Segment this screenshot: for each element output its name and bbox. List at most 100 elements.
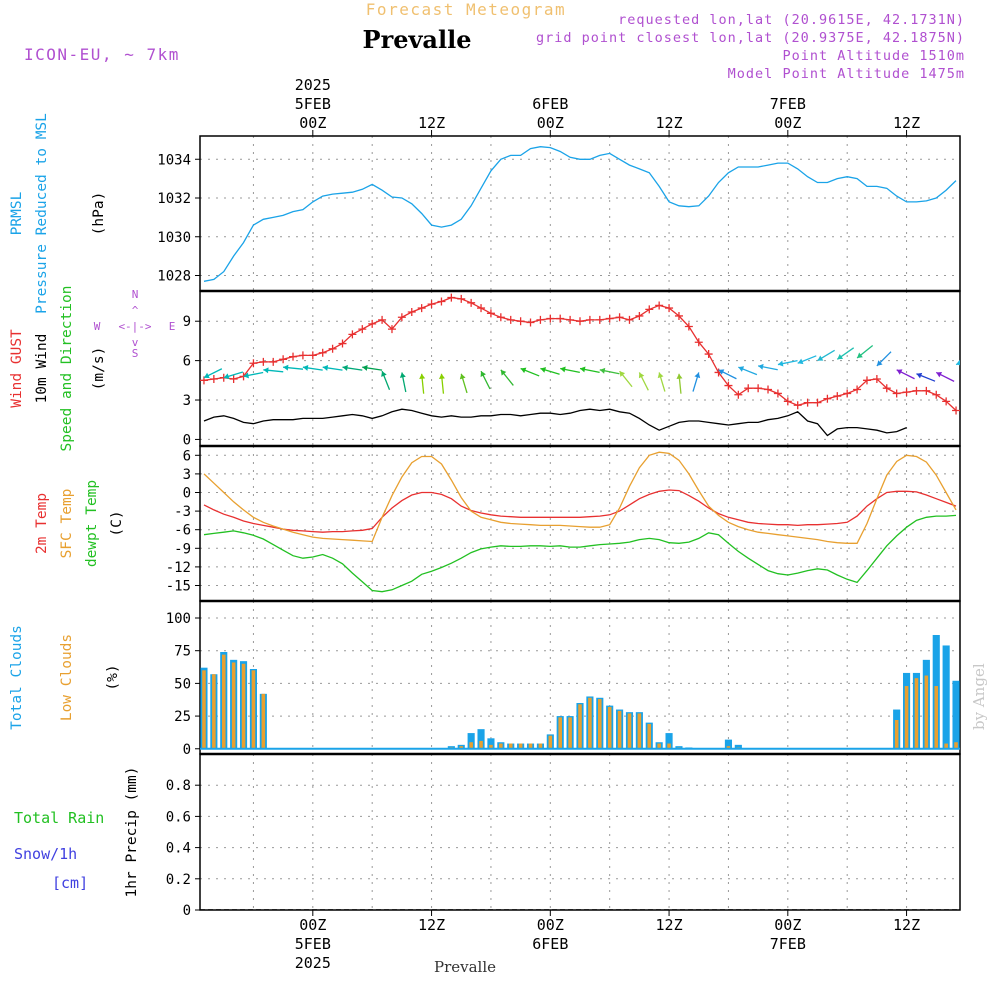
time-label: 00Z: [299, 114, 326, 132]
gust-marker: [209, 375, 218, 384]
low-cloud-bar: [578, 704, 582, 749]
panel-label: SFC Temp: [59, 489, 75, 559]
ytick-label: 0: [183, 432, 191, 448]
low-cloud-bar: [499, 743, 503, 749]
wind-arrowhead: [438, 373, 445, 380]
low-cloud-bar: [657, 743, 661, 749]
time-label: 12Z: [893, 916, 920, 934]
time-label: 7FEB: [770, 935, 806, 953]
wind-arrowhead: [876, 360, 883, 366]
gust-marker: [447, 293, 456, 302]
wind-arrowhead: [459, 373, 466, 380]
low-cloud-bar: [924, 675, 929, 749]
point-altitude: Point Altitude 1510m: [782, 48, 965, 64]
ytick-label: 0: [183, 486, 191, 502]
total-cloud-bar: [477, 729, 485, 749]
gust-marker: [397, 313, 406, 322]
gust-marker: [793, 401, 802, 410]
low-cloud-bar: [894, 720, 899, 749]
time-label: 5FEB: [295, 95, 331, 113]
panel-label: 2m Temp: [34, 493, 50, 554]
wind-arrowhead: [956, 359, 960, 366]
wind-arrowhead: [480, 371, 486, 377]
wind-arrowhead: [419, 373, 426, 380]
gust-marker: [645, 305, 654, 314]
wind-arrowhead: [283, 364, 289, 371]
ytick-label: 0.6: [166, 809, 191, 825]
gust-marker: [437, 297, 446, 306]
wind-arrowhead: [362, 364, 368, 371]
low-cloud-bar: [479, 740, 483, 749]
wind-arrowhead: [540, 367, 547, 373]
gust-marker: [605, 314, 614, 323]
compass-east: E: [169, 320, 176, 333]
gust-marker: [279, 355, 288, 364]
wind-arrowhead: [619, 371, 626, 377]
gust-marker: [853, 385, 862, 394]
gust-marker: [328, 344, 337, 353]
panel-label: Total Rain: [14, 809, 104, 827]
low-cloud-bar: [667, 743, 671, 749]
panel-label: Speed and Direction: [59, 286, 75, 452]
wind-arrowhead: [638, 372, 645, 379]
wind-arrowhead: [243, 372, 250, 379]
total-cloud-bar: [942, 645, 950, 749]
gust-marker: [486, 309, 495, 318]
wind-arrowhead: [797, 358, 804, 365]
ytick-label: 6: [183, 354, 191, 370]
gust-marker: [655, 301, 664, 310]
gust-marker: [625, 315, 634, 324]
temperature-series-2: [203, 514, 957, 593]
gust-marker: [704, 350, 713, 359]
ytick-label: 1034: [157, 152, 191, 168]
wind-arrowhead: [322, 364, 329, 371]
panel-label: (m/s): [91, 347, 107, 391]
ytick-label: 1030: [157, 230, 191, 246]
wind-arrowhead: [500, 369, 507, 376]
total-cloud-bar: [734, 744, 742, 749]
ytick-label: -6: [174, 523, 191, 539]
gust-marker: [783, 397, 792, 406]
time-label: 6FEB: [532, 95, 568, 113]
gust-marker: [229, 375, 238, 384]
low-cloud-bar: [954, 742, 958, 749]
low-cloud-bar: [261, 693, 266, 749]
panel-label: (%): [105, 664, 121, 690]
panel-label: Snow/1h: [14, 845, 77, 863]
gust-marker: [467, 298, 476, 307]
wind-panel: 0 3 6 9 Wind GUST 10m Wind Speed and Direction…: [9, 286, 961, 452]
ytick-label: 100: [166, 611, 191, 627]
total-cloud-bar: [467, 733, 475, 749]
wind-arrowhead: [857, 352, 863, 358]
low-cloud-bar: [459, 746, 464, 749]
precipitation-panel: 0 0.2 0.4 0.6 0.8 Total Rain Snow/1h [cm] 1hr Pr…: [14, 752, 961, 919]
low-cloud-bar: [212, 674, 216, 749]
low-cloud-bar: [548, 735, 553, 749]
time-label: 12Z: [418, 114, 445, 132]
wind-arrowhead: [758, 363, 764, 370]
low-cloud-bar: [469, 742, 473, 749]
ytick-label: 0.8: [166, 778, 191, 794]
panels: 1028 1030 1032 1034 PRMSL Pressure Reduced to…: [9, 113, 961, 919]
gust-marker: [368, 319, 377, 328]
gust-marker: [674, 311, 683, 320]
low-cloud-bar: [607, 706, 612, 749]
compass-north: N: [132, 288, 139, 301]
panel-label: 1hr Precip (mm): [124, 767, 140, 898]
footer-station: Prevalle: [434, 958, 496, 976]
time-label: 12Z: [656, 114, 683, 132]
gust-marker: [318, 348, 327, 357]
ytick-label: 0: [183, 742, 191, 758]
low-cloud-bar: [202, 670, 206, 749]
wind-arrowhead: [777, 360, 784, 367]
wind-arrowhead: [718, 369, 725, 375]
low-cloud-bar: [934, 686, 939, 749]
gust-marker: [506, 315, 515, 324]
temperature-series-0: [203, 489, 957, 533]
low-cloud-bar: [637, 713, 642, 749]
temperature-series-1: [203, 451, 957, 544]
panel-frame: [199, 445, 961, 602]
ytick-label: 1032: [157, 191, 191, 207]
wind-arrowhead: [599, 367, 606, 374]
gust-marker: [754, 384, 763, 393]
